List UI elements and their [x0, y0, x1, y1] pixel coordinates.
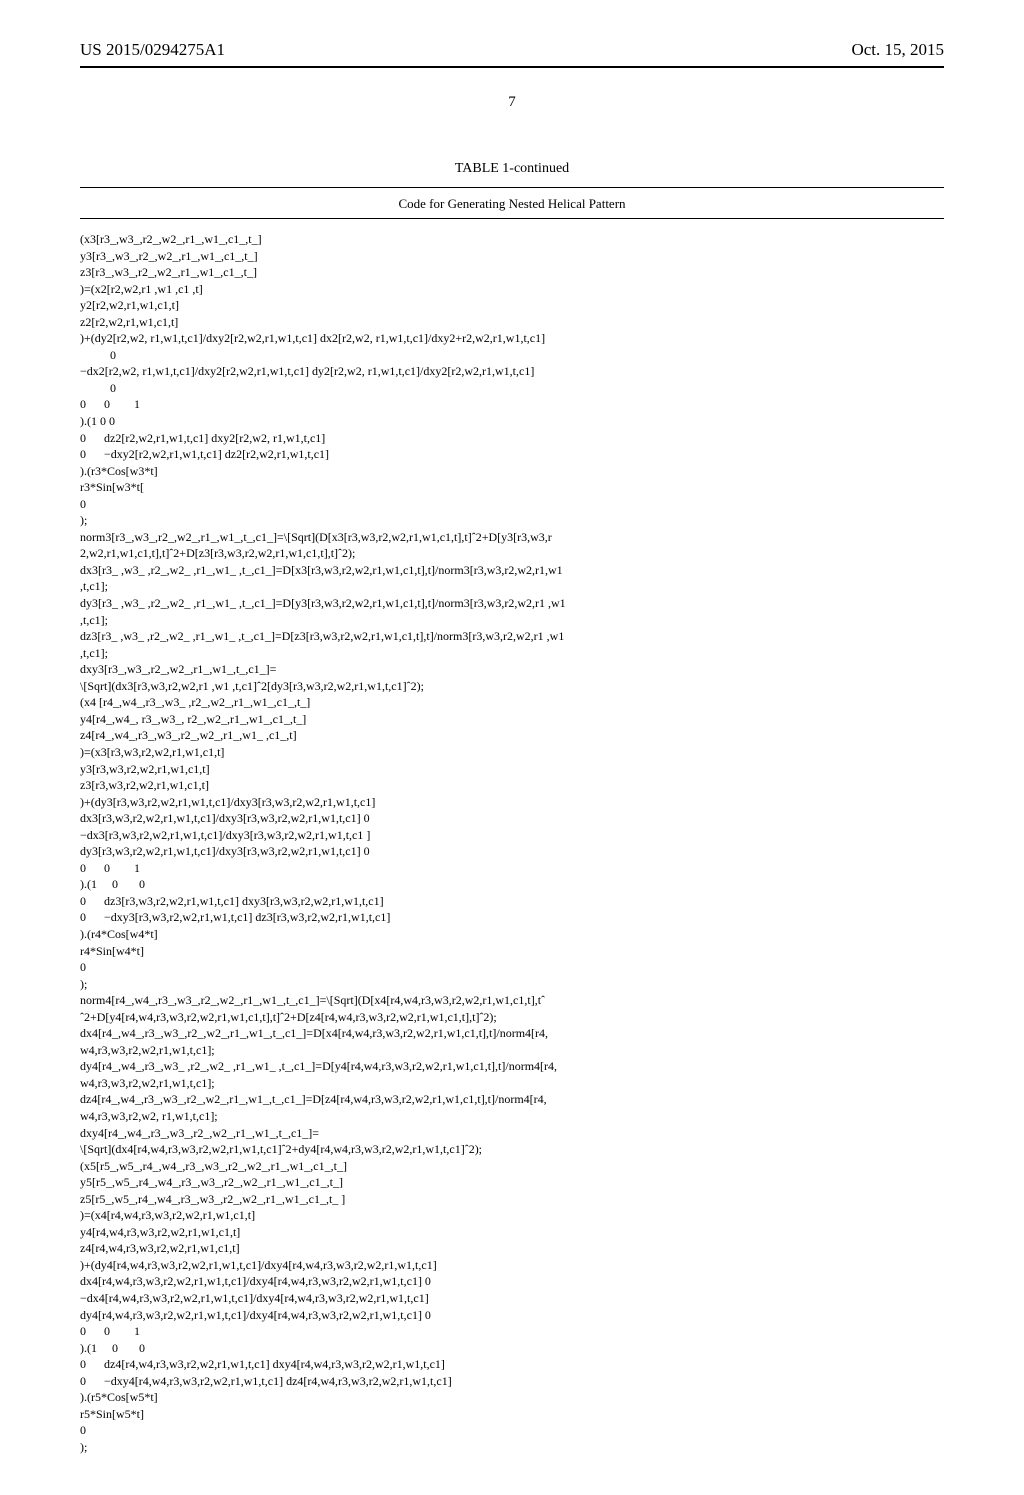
- table-top-rule: [80, 187, 944, 188]
- table-sub-rule: [80, 218, 944, 219]
- page-number: 7: [80, 94, 944, 111]
- page-header: US 2015/0294275A1 Oct. 15, 2015: [80, 40, 944, 60]
- publication-number: US 2015/0294275A1: [80, 40, 225, 60]
- code-block: (x3[r3_,w3_,r2_,w2_,r1_,w1_,c1_,t_] y3[r…: [80, 231, 944, 1455]
- table-subtitle: Code for Generating Nested Helical Patte…: [80, 196, 944, 212]
- table-title: TABLE 1-continued: [80, 161, 944, 177]
- publication-date: Oct. 15, 2015: [851, 40, 944, 60]
- page-container: US 2015/0294275A1 Oct. 15, 2015 7 TABLE …: [0, 0, 1024, 1495]
- header-rule: [80, 66, 944, 68]
